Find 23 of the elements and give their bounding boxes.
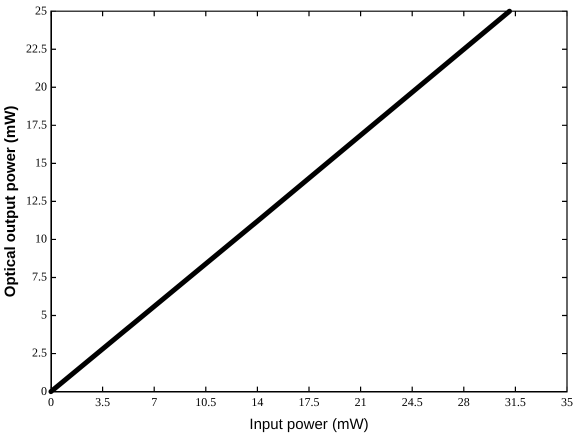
- x-tick-label: 35: [561, 394, 573, 409]
- y-tick-label: 17.5: [26, 117, 47, 132]
- y-axis-title: Optical output power (mW): [2, 106, 20, 298]
- x-tick-label: 7: [151, 394, 158, 409]
- x-tick-label: 17.5: [298, 394, 320, 409]
- y-tick-label: 12.5: [26, 194, 47, 208]
- x-tick-label: 31.5: [504, 394, 526, 409]
- y-tick-label: 20: [35, 79, 47, 94]
- y-tick-label: 10: [35, 232, 47, 246]
- y-tick-label: 22.5: [26, 41, 47, 56]
- x-tick-label: 14: [251, 394, 264, 409]
- y-tick-label: 2.5: [32, 346, 47, 360]
- y-tick-label: 25: [35, 3, 47, 18]
- y-tick-label: 7.5: [32, 270, 47, 284]
- x-axis-title: Input power (mW): [249, 416, 369, 434]
- x-tick-label: 24.5: [402, 394, 423, 409]
- x-tick-label: 28: [458, 394, 470, 409]
- x-tick-label: 21: [354, 394, 367, 409]
- y-tick-label: 0: [41, 384, 47, 398]
- x-tick-label: 3.5: [95, 394, 110, 409]
- y-tick-label: 5: [41, 308, 47, 322]
- x-tick-label: 10.5: [195, 394, 216, 409]
- y-tick-label: 15: [35, 156, 47, 170]
